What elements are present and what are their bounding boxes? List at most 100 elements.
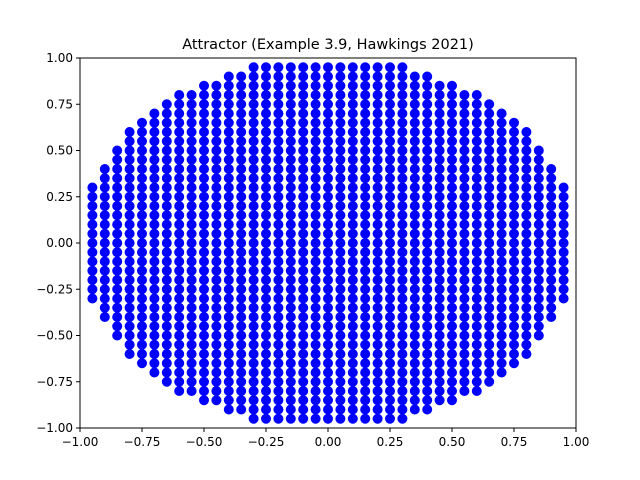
data-point [471,293,482,304]
data-point [298,284,309,295]
data-point [149,284,160,295]
data-point [310,302,321,313]
data-point [99,293,110,304]
data-point [447,367,457,378]
data-point [211,275,222,285]
data-point [137,173,147,184]
data-point [298,376,309,387]
data-point [211,395,222,406]
data-point [211,182,222,193]
data-point [112,293,123,304]
data-point [372,80,383,91]
data-point [397,376,408,387]
data-point [149,219,160,230]
data-point [248,275,259,285]
data-point [186,90,197,100]
data-point [434,90,445,100]
data-point [509,154,519,165]
data-point [459,228,470,239]
data-point [521,182,532,193]
data-point [385,173,395,184]
data-point [385,339,395,350]
data-point [248,376,259,387]
data-point [434,145,445,156]
data-point [174,256,185,267]
data-point [409,339,420,350]
data-point [409,404,420,415]
data-point [137,312,147,322]
data-point [360,330,371,341]
data-point [137,136,147,147]
data-point [199,367,209,378]
data-point [422,71,433,82]
data-point [409,127,420,137]
data-point [285,275,296,285]
data-point [323,127,333,137]
data-point [137,275,147,285]
data-point [236,80,247,91]
data-point [323,182,333,193]
data-point [422,182,433,193]
data-point [149,312,160,322]
data-point [161,154,172,165]
data-point [223,127,234,137]
data-point [273,367,284,378]
data-point [323,80,333,91]
data-point [174,164,185,174]
data-point [409,80,420,91]
data-point [211,339,222,350]
data-point [261,256,271,267]
data-point [298,219,309,230]
data-point [273,275,284,285]
data-point [273,256,284,267]
data-point [310,127,321,137]
data-point [174,284,185,295]
data-point [509,358,519,369]
data-point [211,349,222,359]
data-point [199,145,209,156]
data-point [137,228,147,239]
data-point [372,349,383,359]
data-point [261,293,271,304]
data-point [335,173,346,184]
data-point [521,210,532,221]
data-point [87,293,98,304]
data-point [533,228,544,239]
data-point [186,321,197,332]
data-point [248,395,259,406]
data-point [422,210,433,221]
data-point [323,349,333,359]
data-point [521,238,532,248]
data-point [298,90,309,100]
data-point [261,108,271,119]
data-point [521,127,532,137]
data-point [174,173,185,184]
data-point [211,265,222,276]
data-point [248,117,259,128]
data-point [261,99,271,110]
data-point [360,90,371,100]
data-point [298,349,309,359]
data-point [521,321,532,332]
data-point [236,404,247,415]
data-point [397,256,408,267]
data-point [149,238,160,248]
data-point [137,247,147,258]
data-point [459,330,470,341]
data-point [248,247,259,258]
data-point [323,395,333,406]
data-point [447,201,457,211]
data-point [161,302,172,313]
data-point [459,349,470,359]
data-point [521,201,532,211]
data-point [298,62,309,73]
data-point [385,191,395,202]
data-point [261,275,271,285]
data-point [161,145,172,156]
data-point [347,90,358,100]
data-point [335,247,346,258]
data-point [310,228,321,239]
data-point [236,127,247,137]
data-point [533,154,544,165]
data-point [199,182,209,193]
